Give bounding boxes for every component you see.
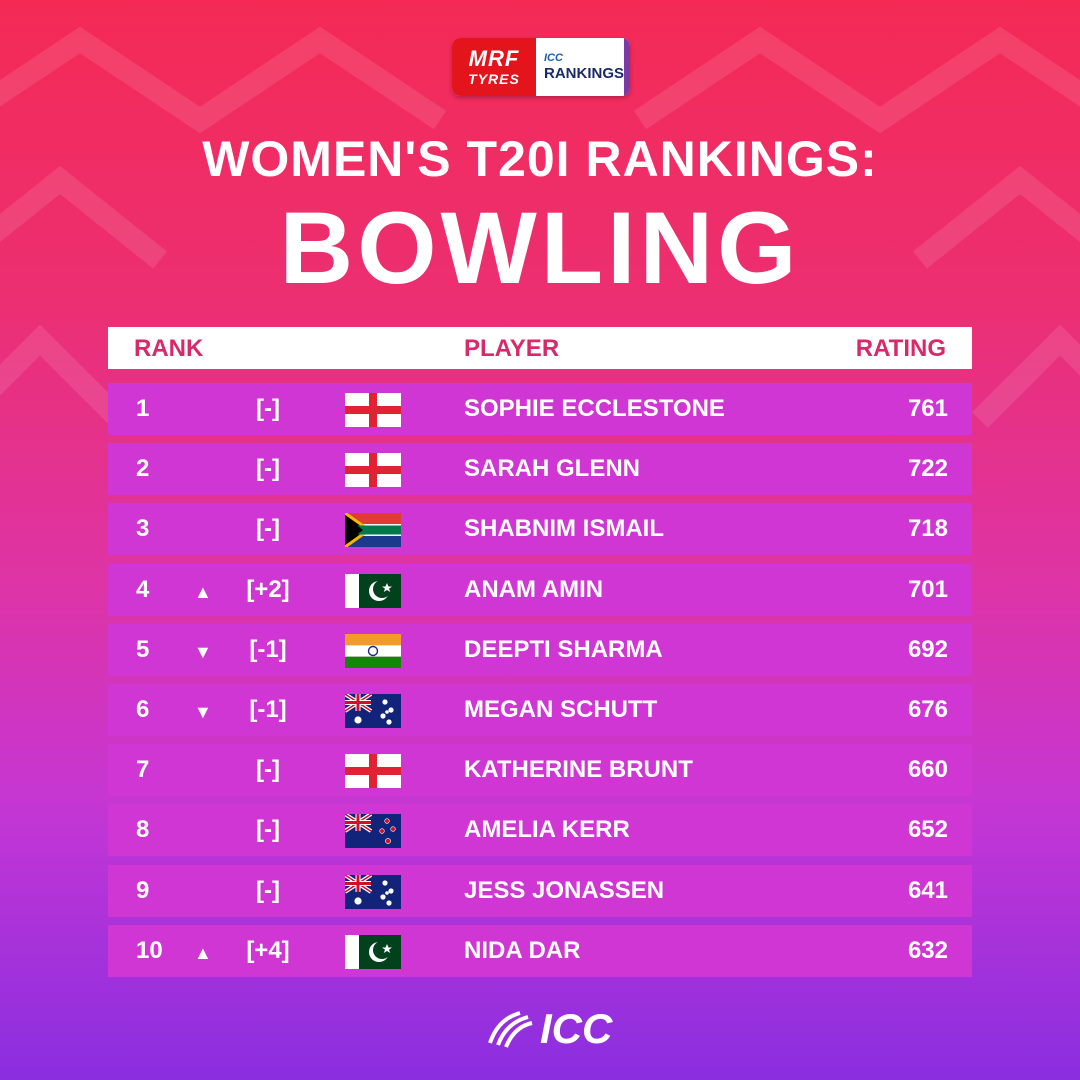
player-name: MEGAN SCHUTT xyxy=(464,696,658,723)
england-flag-icon xyxy=(345,393,401,427)
icc-rankings-badge: ICC RANKINGS xyxy=(536,38,630,96)
icc-small-text: ICC xyxy=(543,52,563,64)
rank-change: [-] xyxy=(256,816,280,844)
mrf-tyres-logo: MRF TYRES xyxy=(452,38,536,96)
player-name: NIDA DAR xyxy=(464,936,581,964)
rankings-text: RANKINGS xyxy=(543,65,624,82)
header-player: PLAYER xyxy=(464,335,560,362)
rank-number: 2 xyxy=(136,455,150,483)
icc-footer-logo: ICC xyxy=(480,1005,612,1053)
rank-number: 4 xyxy=(136,575,150,603)
player-name: DEEPTI SHARMA xyxy=(464,635,663,663)
rank-number: 1 xyxy=(136,395,150,422)
rank-change: [-1] xyxy=(249,635,287,663)
table-row: 7 [-] KATHERINE BRUNT 660 xyxy=(108,744,972,797)
down-arrow-icon: ▼ xyxy=(194,641,212,662)
table-row: 4 ▲ [+2] ANAM AMIN 701 xyxy=(108,563,972,616)
player-rating: 692 xyxy=(907,635,948,663)
australia-flag-icon xyxy=(343,872,401,909)
rank-number: 9 xyxy=(136,876,150,904)
australia-flag-icon xyxy=(343,692,401,728)
player-rating: 632 xyxy=(907,936,948,964)
rank-number: 8 xyxy=(136,816,150,844)
player-rating: 701 xyxy=(907,575,948,603)
table-row: 9 [-] JESS JONASSEN 641 xyxy=(108,864,972,917)
player-name: AMELIA KERR xyxy=(464,816,630,844)
player-rating: 660 xyxy=(907,756,948,784)
player-rating: 718 xyxy=(907,515,948,543)
table-row: 3 [-] SHABNIM ISMAIL 718 xyxy=(108,503,972,556)
tyres-text: TYRES xyxy=(468,71,520,87)
pakistan-flag-icon xyxy=(345,573,401,608)
player-name: SOPHIE ECCLESTONE xyxy=(464,395,725,422)
rank-change: [-] xyxy=(256,455,280,483)
rank-number: 5 xyxy=(136,635,150,663)
rank-change: [-] xyxy=(256,515,280,543)
table-row: 2 [-] SARAH GLENN 722 xyxy=(108,443,972,496)
rank-number: 3 xyxy=(136,515,150,543)
table-row: 10 ▲ [+4] NIDA DAR 632 xyxy=(108,924,972,977)
rank-change: [+4] xyxy=(246,936,290,964)
player-name: SARAH GLENN xyxy=(464,455,641,483)
player-name: SHABNIM ISMAIL xyxy=(464,515,664,543)
rank-number: 7 xyxy=(136,756,150,784)
page-subtitle: BOWLING xyxy=(279,191,801,305)
up-arrow-icon: ▲ xyxy=(194,942,212,963)
table-row: 5 ▼ [-1] DEEPTI SHARMA 692 xyxy=(108,623,972,676)
player-rating: 641 xyxy=(907,876,948,904)
player-name: ANAM AMIN xyxy=(464,575,604,603)
table-row: 1 [-] SOPHIE ECCLESTONE 761 xyxy=(108,383,972,435)
india-flag-icon xyxy=(345,633,401,668)
rank-change: [-1] xyxy=(249,696,287,723)
cricket-ball-icon xyxy=(488,1011,533,1048)
table-row: 6 ▼ [-1] MEGAN SCHUTT 676 xyxy=(108,684,972,736)
player-rating: 761 xyxy=(907,395,948,422)
icc-logo-text: ICC xyxy=(540,1005,613,1052)
header-rating: RATING xyxy=(855,335,946,362)
mrf-text: MRF xyxy=(468,46,520,71)
south-africa-flag-icon xyxy=(344,512,401,549)
new-zealand-flag-icon xyxy=(343,812,401,849)
england-flag-icon xyxy=(345,453,401,488)
rank-change: [-] xyxy=(256,756,280,784)
mrf-icc-rankings-logo: MRF TYRES ICC RANKINGS xyxy=(452,38,630,96)
up-arrow-icon: ▲ xyxy=(194,581,212,602)
table-header: RANK PLAYER RATING xyxy=(108,327,972,369)
england-flag-icon xyxy=(345,754,401,789)
rank-change: [-] xyxy=(256,876,280,904)
rank-number: 10 xyxy=(136,936,163,964)
player-name: KATHERINE BRUNT xyxy=(464,756,693,784)
player-rating: 722 xyxy=(907,455,948,483)
table-row: 8 [-] AMELIA KERR 652 xyxy=(108,804,972,857)
player-name: JESS JONASSEN xyxy=(464,876,665,904)
rank-change: [+2] xyxy=(246,575,290,603)
down-arrow-icon: ▼ xyxy=(194,702,212,722)
header-rank: RANK xyxy=(134,335,204,362)
rank-number: 6 xyxy=(136,696,150,723)
rank-change: [-] xyxy=(256,395,280,422)
page-title: WOMEN'S T20I RANKINGS: xyxy=(202,131,878,187)
player-rating: 676 xyxy=(907,696,948,723)
player-rating: 652 xyxy=(907,816,948,844)
pakistan-flag-icon xyxy=(345,934,401,969)
